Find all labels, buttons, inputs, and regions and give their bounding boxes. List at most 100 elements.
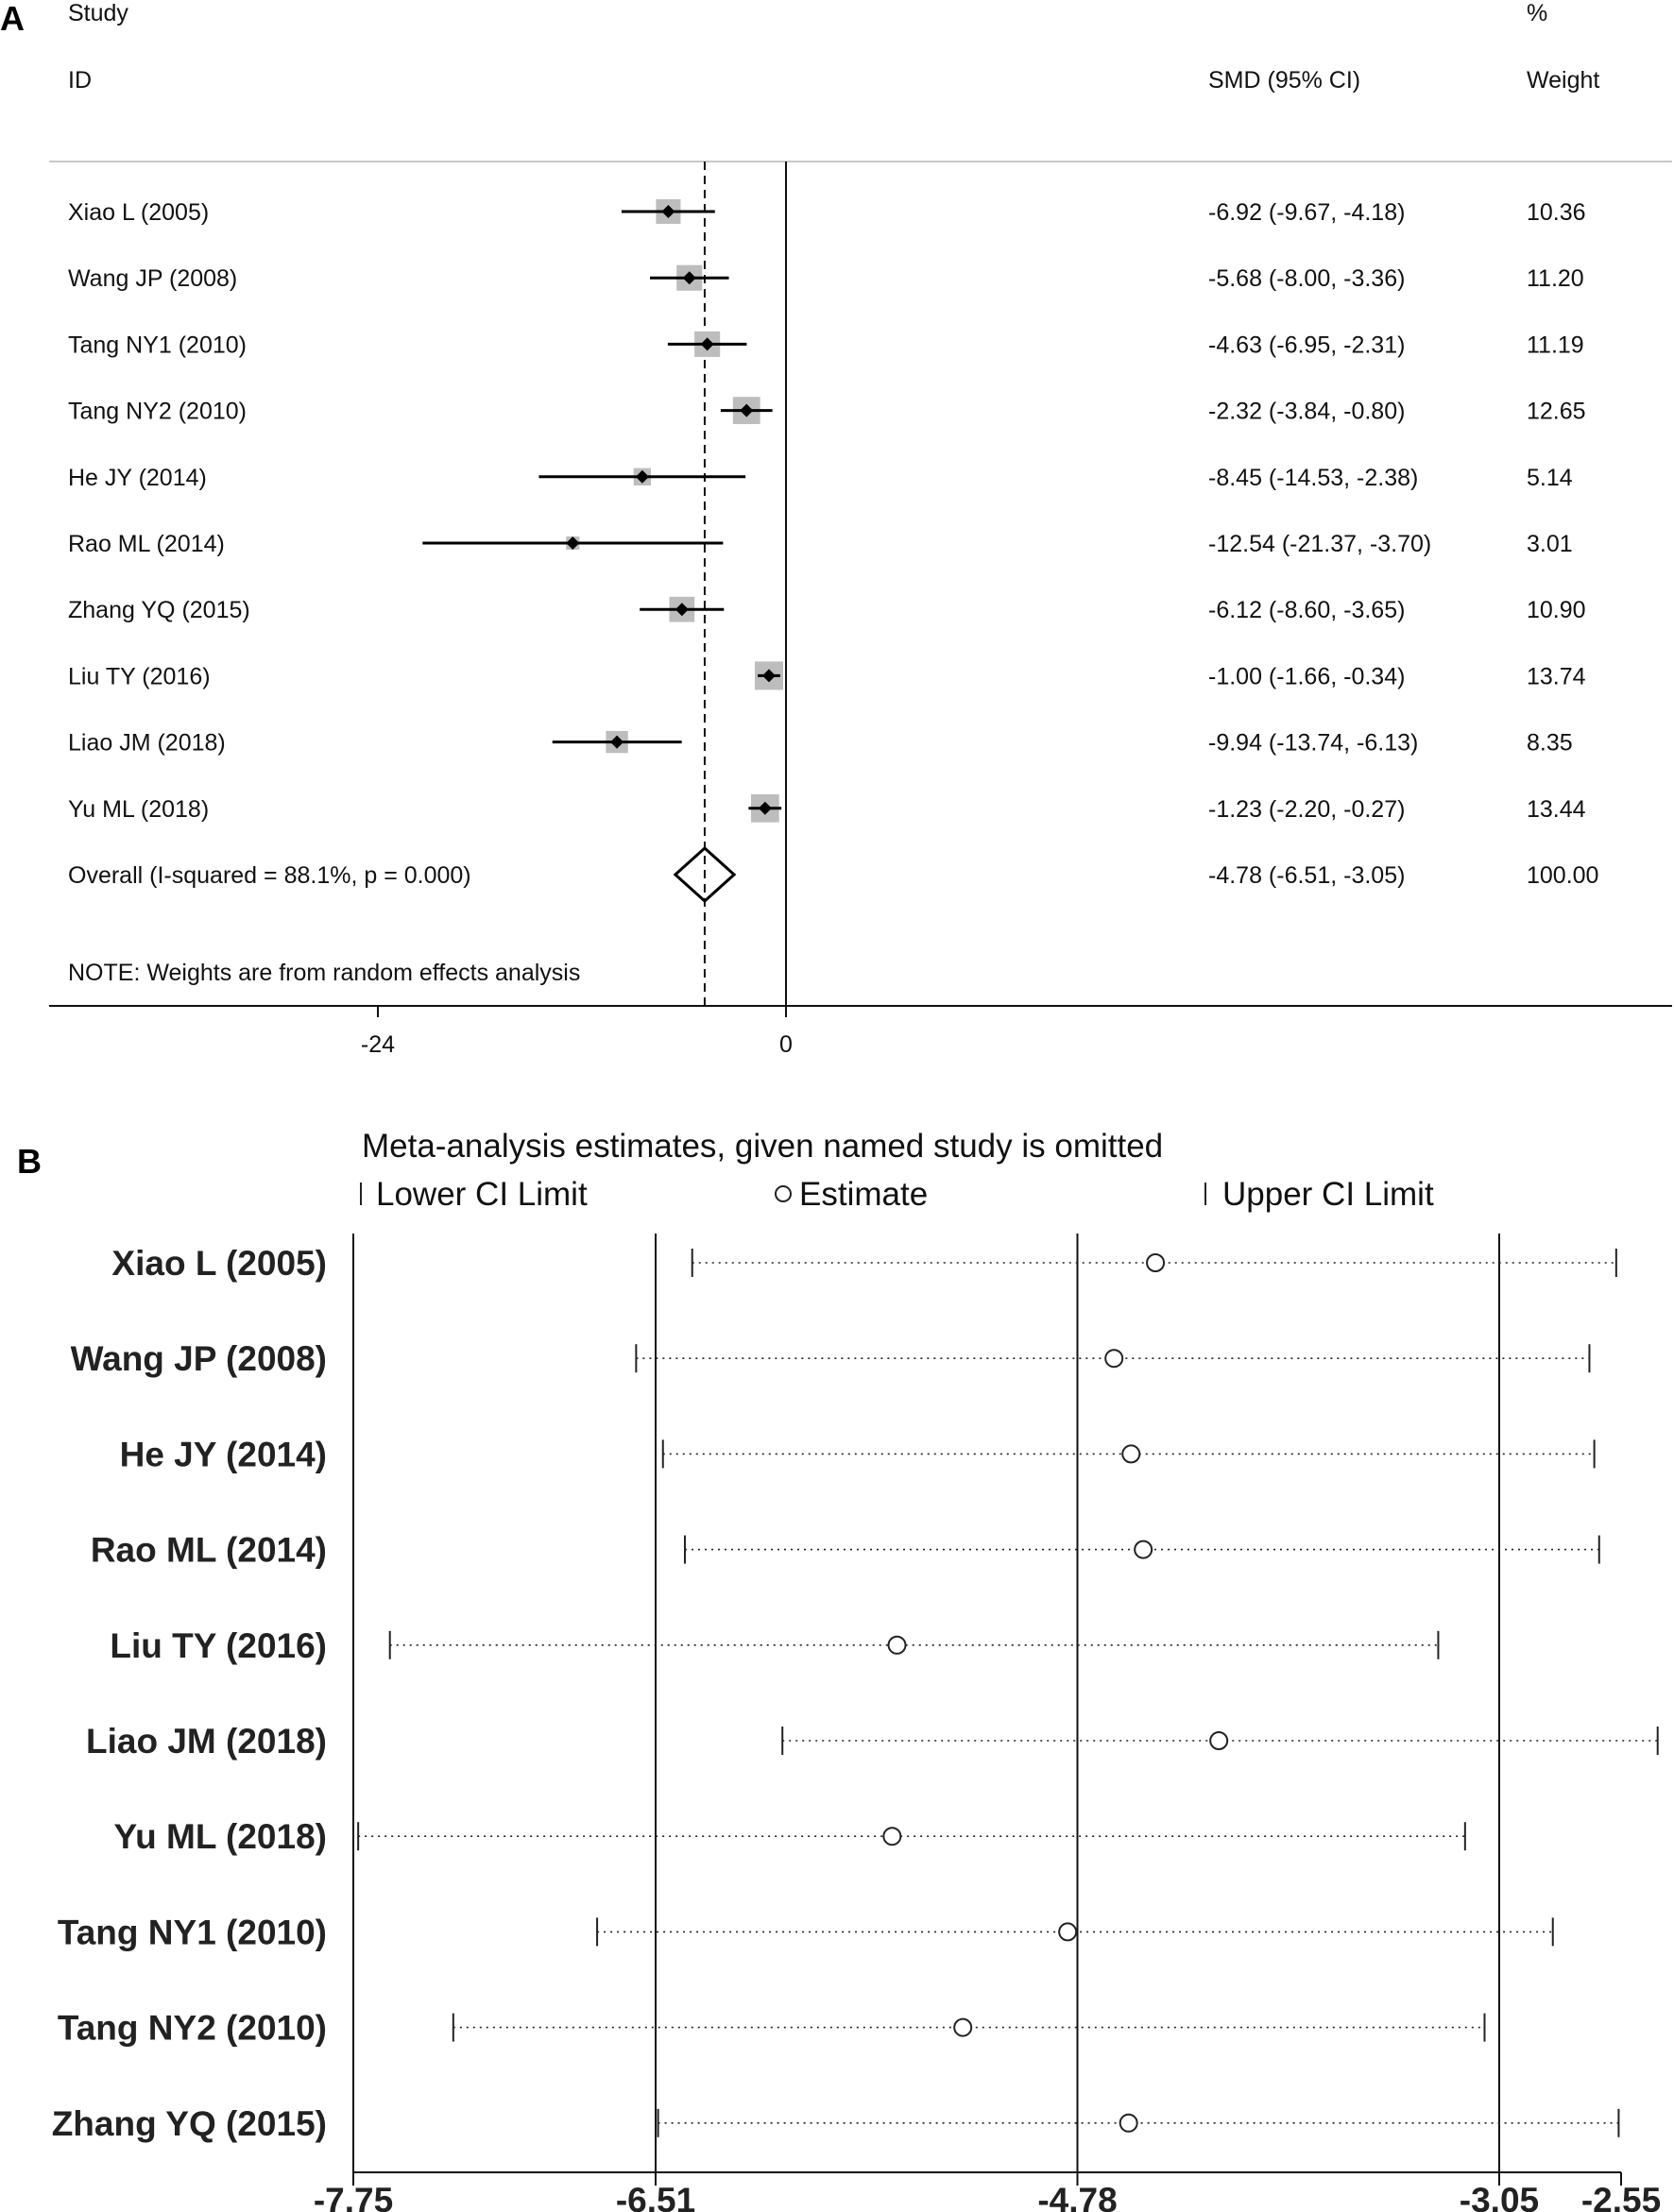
omitted-study-name: Xiao L (2005) [111, 1244, 327, 1283]
study-row: Liu TY (2016) -1.00 (-1.66, -0.34) 13.74 [68, 661, 1586, 690]
panel-b-label: B [17, 1142, 42, 1181]
omitted-study-name: Wang JP (2008) [71, 1339, 327, 1378]
omitted-study-row: Tang NY1 (2010) [58, 1913, 1554, 1951]
x-tick-label: -6.51 [616, 2181, 695, 2212]
x-tick-label: -24 [361, 1031, 395, 1058]
omitted-study-name: Tang NY1 (2010) [58, 1913, 327, 1951]
smd-ci-text: -1.23 (-2.20, -0.27) [1208, 796, 1405, 823]
note-text: NOTE: Weights are from random effects an… [68, 960, 580, 986]
smd-ci-text: -5.68 (-8.00, -3.36) [1208, 265, 1405, 292]
header-id: ID [68, 67, 92, 94]
overall-row: Overall (I-squared = 88.1%, p = 0.000) -4… [68, 845, 1598, 904]
smd-ci-text: -6.92 (-9.67, -4.18) [1208, 199, 1405, 226]
x-axis-a-ticks: -24 0 [361, 1006, 793, 1058]
study-rows: Xiao L (2005) -6.92 (-9.67, -4.18) 10.36 Wa… [68, 162, 1586, 1006]
estimate-marker [1119, 2113, 1138, 2133]
smd-ci-text: -8.45 (-14.53, -2.38) [1208, 465, 1418, 491]
weight-value: 3.01 [1527, 531, 1573, 557]
x-tick-label: -7.75 [314, 2181, 393, 2212]
legend-upper: Upper CI Limit [1222, 1176, 1434, 1213]
omitted-study-name: Zhang YQ (2015) [52, 2104, 327, 2143]
chart-title: Meta-analysis estimates, given named stu… [362, 1128, 1163, 1165]
legend: Lower CI Limit Estimate Upper CI Limit [360, 1176, 1434, 1213]
legend-estimate-marker [775, 1185, 792, 1202]
study-name: Liao JM (2018) [68, 730, 226, 757]
estimate-marker [1121, 1444, 1141, 1464]
overall-ci-text: -4.78 (-6.51, -3.05) [1208, 862, 1405, 889]
overall-label: Overall (I-squared = 88.1%, p = 0.000) [68, 862, 471, 889]
study-row: Liao JM (2018) -9.94 (-13.74, -6.13) 8.35 [68, 730, 1573, 757]
study-name: He JY (2014) [68, 465, 207, 491]
panel-b-sensitivity-plot: B Meta-analysis estimates, given named s… [17, 1128, 1661, 2212]
overall-diamond [673, 845, 737, 904]
weight-value: 11.19 [1527, 332, 1584, 358]
omitted-study-row: Tang NY2 (2010) [58, 2009, 1486, 2048]
reference-lines [655, 1234, 1500, 2172]
omitted-study-name: Rao ML (2014) [91, 1531, 327, 1570]
estimate-marker [1146, 1253, 1166, 1272]
x-tick-label: -3.05 [1460, 2181, 1539, 2212]
estimate-marker [1058, 1922, 1078, 1942]
header-weight-percent: % [1527, 0, 1547, 26]
smd-ci-text: -2.32 (-3.84, -0.80) [1208, 399, 1405, 425]
header-smd: SMD (95% CI) [1208, 67, 1360, 94]
study-name: Zhang YQ (2015) [68, 597, 250, 623]
study-row: Rao ML (2014) -12.54 (-21.37, -3.70) 3.01 [68, 531, 1573, 557]
legend-lower: Lower CI Limit [376, 1176, 588, 1213]
weight-value: 5.14 [1527, 465, 1573, 491]
weight-value: 13.74 [1527, 663, 1586, 689]
omitted-study-name: Yu ML (2018) [113, 1817, 327, 1856]
x-tick-label: -4.78 [1037, 2181, 1117, 2212]
smd-ci-text: -6.12 (-8.60, -3.65) [1208, 597, 1405, 623]
estimate-marker [953, 2017, 973, 2037]
x-tick-label: 0 [779, 1031, 793, 1058]
point-estimate [675, 603, 689, 617]
omitted-study-row: Wang JP (2008) [71, 1339, 1591, 1378]
header-weight: Weight [1527, 67, 1599, 94]
study-row: Tang NY1 (2010) -4.63 (-6.95, -2.31) 11.19 [68, 331, 1584, 358]
estimate-marker [1134, 1540, 1153, 1559]
omitted-study-row: Yu ML (2018) [113, 1817, 1466, 1856]
point-estimate [566, 536, 580, 550]
omitted-study-name: Liao JM (2018) [86, 1722, 327, 1761]
estimate-marker [1104, 1349, 1124, 1369]
point-estimate [740, 403, 754, 417]
study-row: Yu ML (2018) -1.23 (-2.20, -0.27) 13.44 [68, 793, 1586, 823]
study-name: Xiao L (2005) [68, 199, 209, 226]
point-estimate [682, 271, 696, 285]
study-name: Wang JP (2008) [68, 265, 237, 292]
omitted-study-name: He JY (2014) [120, 1435, 327, 1473]
study-name: Tang NY2 (2010) [68, 399, 247, 425]
smd-ci-text: -12.54 (-21.37, -3.70) [1208, 531, 1431, 557]
panel-a-label: A [0, 0, 25, 38]
legend-estimate: Estimate [799, 1176, 928, 1213]
omitted-study-name: Tang NY2 (2010) [58, 2009, 327, 2048]
point-estimate [610, 735, 624, 749]
estimate-marker [882, 1827, 902, 1846]
x-tick-label: -2.55 [1581, 2181, 1661, 2212]
overall-weight: 100.00 [1527, 862, 1598, 889]
omitted-study-name: Liu TY (2016) [110, 1626, 327, 1665]
study-row: He JY (2014) -8.45 (-14.53, -2.38) 5.14 [68, 465, 1573, 491]
smd-ci-text: -9.94 (-13.74, -6.13) [1208, 730, 1418, 757]
point-estimate [762, 669, 776, 683]
study-row: Zhang YQ (2015) -6.12 (-8.60, -3.65) 10.90 [68, 596, 1586, 623]
weight-value: 11.20 [1527, 265, 1584, 292]
omitted-study-row: He JY (2014) [120, 1435, 1596, 1473]
study-name: Yu ML (2018) [68, 796, 209, 823]
weight-value: 12.65 [1527, 399, 1586, 425]
weight-value: 8.35 [1527, 730, 1573, 757]
omitted-study-row: Liao JM (2018) [86, 1722, 1659, 1761]
estimate-marker [887, 1635, 907, 1655]
weight-value: 10.90 [1527, 597, 1586, 623]
omitted-study-row: Xiao L (2005) [111, 1244, 1617, 1283]
point-estimate [758, 801, 772, 815]
study-row: Xiao L (2005) -6.92 (-9.67, -4.18) 10.36 [68, 198, 1586, 226]
smd-ci-text: -1.00 (-1.66, -0.34) [1208, 663, 1405, 689]
study-name: Tang NY1 (2010) [68, 332, 247, 358]
study-name: Liu TY (2016) [68, 663, 211, 689]
omitted-study-rows: Xiao L (2005) Wang JP (2008) He JY (2014) R… [52, 1244, 1659, 2143]
x-axis-b-ticks: -7.75 -6.51 -4.78 -3.05 -2.55 [314, 2172, 1661, 2212]
weight-value: 10.36 [1527, 199, 1586, 226]
